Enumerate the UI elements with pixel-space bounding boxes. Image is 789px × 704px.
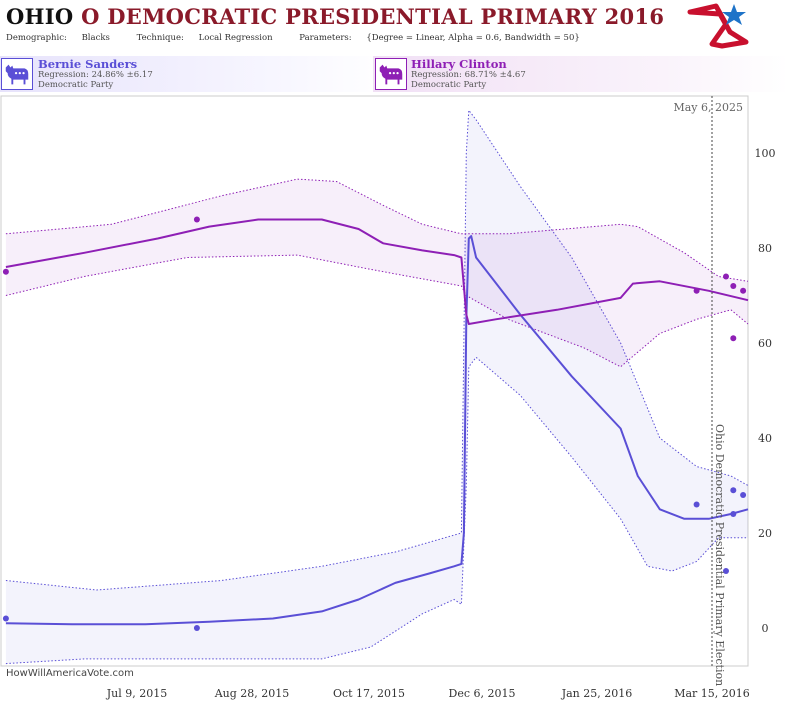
x-tick-label: Jan 25, 2016 <box>561 687 633 700</box>
clinton-lower-bound <box>5 254 749 368</box>
clinton-regression-line <box>5 218 749 325</box>
x-tick-label: Oct 17, 2015 <box>333 687 405 700</box>
title-text: O DEMOCRATIC PRESIDENTIAL PRIMARY 2016 <box>81 4 665 29</box>
clinton-poll-point <box>2 268 9 275</box>
party-label: Democratic Party <box>38 80 114 90</box>
clinton-poll-point <box>730 283 737 289</box>
sanders-poll-point <box>740 492 747 498</box>
y-tick-label: 0 <box>762 622 769 635</box>
y-tick-label: 80 <box>758 242 772 255</box>
candidate-clinton: Hillary Clinton Regression: 68.71% ±4.67… <box>373 56 789 92</box>
chart-title: OHIO O DEMOCRATIC PRESIDENTIAL PRIMARY 2… <box>6 4 664 29</box>
clinton-poll-point <box>723 273 729 280</box>
candidate-sanders: Bernie Sanders Regression: 24.86% ±6.17 … <box>0 56 390 92</box>
x-tick-label: Mar 15, 2016 <box>674 687 750 700</box>
party-label: Democratic Party <box>411 80 487 90</box>
x-tick-label: Jul 9, 2015 <box>106 687 168 700</box>
chart-header: OHIO O DEMOCRATIC PRESIDENTIAL PRIMARY 2… <box>0 0 789 56</box>
clinton-poll-point <box>740 287 747 294</box>
plot-frame <box>0 95 749 667</box>
candidate-name: Hillary Clinton <box>411 57 507 71</box>
donkey-icon <box>1 58 33 90</box>
technique-info: Technique: Local Regression <box>136 33 273 43</box>
regression-value: Regression: 68.71% ±4.67 <box>411 70 526 80</box>
y-tick-label: 40 <box>758 432 772 445</box>
parameters-info: Parameters: {Degree = Linear, Alpha = 0.… <box>299 33 580 43</box>
sanders-poll-point <box>2 615 9 622</box>
clinton-upper-bound <box>5 178 749 282</box>
clinton-poll-point <box>730 335 737 342</box>
sanders-poll-point <box>693 501 700 508</box>
demographic-info: Demographic: Blacks <box>6 33 110 43</box>
state-name: OHIO <box>6 4 74 29</box>
y-tick-label: 100 <box>755 147 776 160</box>
watermark: HowWillAmericaVote.com <box>6 668 134 679</box>
sanders-regression-line <box>5 235 749 626</box>
sanders-lower-bound <box>5 356 748 665</box>
clinton-poll-point <box>193 216 200 223</box>
sanders-poll-point <box>730 511 737 517</box>
sanders-poll-point <box>193 625 200 631</box>
sanders-upper-bound <box>5 108 749 591</box>
current-date-label: May 6, 2025 <box>673 101 743 114</box>
regression-value: Regression: 24.86% ±6.17 <box>38 70 153 80</box>
sanders-confidence-band <box>5 110 748 664</box>
y-tick-label: 20 <box>758 527 772 540</box>
star-logo-icon <box>687 3 749 49</box>
donkey-icon <box>375 58 407 90</box>
y-tick-label: 60 <box>758 337 772 350</box>
candidate-name: Bernie Sanders <box>38 57 138 71</box>
clinton-confidence-band <box>5 179 748 367</box>
sanders-poll-point <box>730 487 737 494</box>
chart-area: 0 20 40 60 80 100 Jul 9, 2015 Aug 28, 2015 Oct 1… <box>0 95 776 700</box>
chart-subtitle: Demographic: Blacks Technique: Local Reg… <box>6 33 604 43</box>
x-tick-label: Dec 6, 2015 <box>449 687 516 700</box>
election-label: Ohio Democratic Presidential Primary Ele… <box>713 424 726 686</box>
sanders-poll-point <box>723 568 729 574</box>
clinton-poll-point <box>693 287 700 294</box>
x-tick-label: Aug 28, 2015 <box>214 687 290 700</box>
